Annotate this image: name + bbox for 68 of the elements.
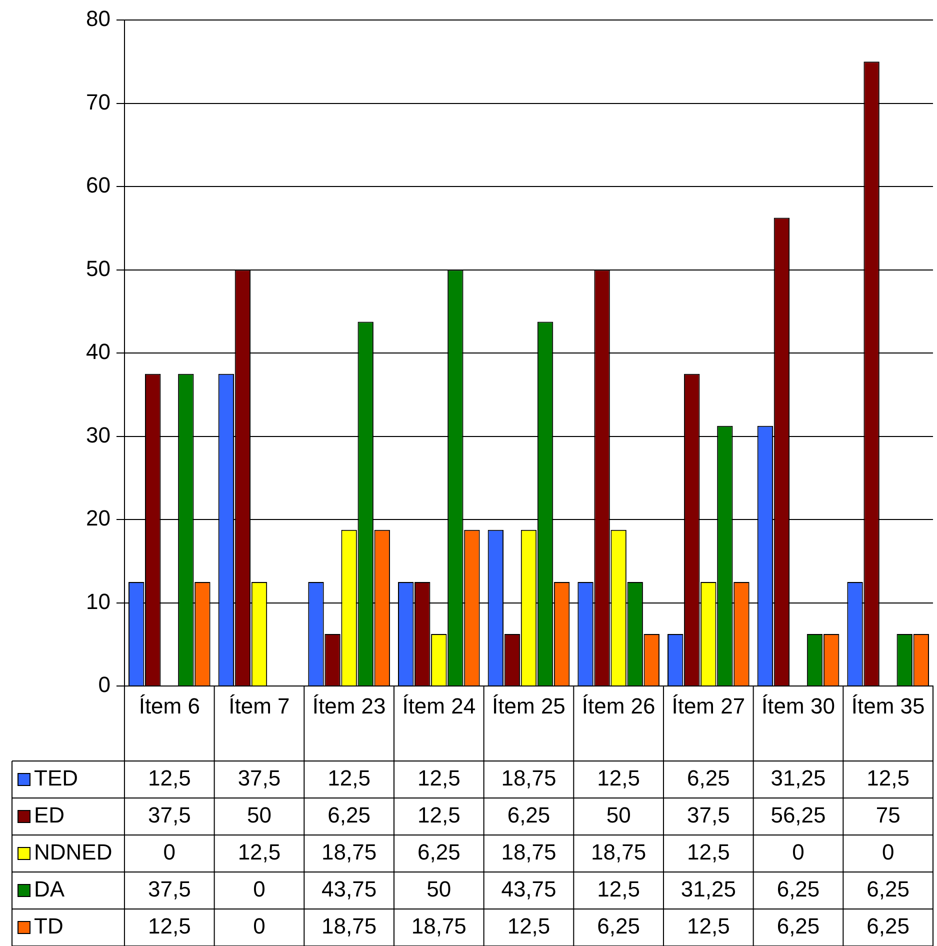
x-tick-label: Ítem 30 (762, 693, 835, 718)
data-label: 6,25 (866, 914, 910, 939)
data-label: 12,5 (148, 766, 191, 791)
y-tick-label: 80 (86, 6, 110, 32)
x-tick-label: Ítem 35 (851, 693, 925, 718)
x-tick-label: Ítem 6 (138, 693, 200, 718)
data-label: 6,25 (776, 914, 820, 939)
y-tick-label: 10 (86, 588, 110, 614)
legend-label: ED (34, 802, 65, 828)
data-label: 0 (163, 840, 176, 865)
data-label: 6,25 (776, 876, 820, 902)
data-label: 12,5 (328, 766, 370, 791)
data-label: 12,5 (866, 766, 910, 791)
x-tick-label: Ítem 26 (582, 693, 656, 718)
data-label: 50 (606, 802, 631, 828)
data-label: 6,25 (507, 802, 550, 828)
data-label: 0 (253, 914, 266, 939)
y-tick-label: 0 (98, 672, 110, 698)
legend-label: TED (34, 766, 78, 791)
x-tick-label: Ítem 27 (672, 693, 746, 718)
x-tick-label: Ítem 7 (228, 693, 290, 718)
data-label: 0 (792, 840, 804, 865)
data-label: 37,5 (148, 802, 191, 828)
data-label: 50 (246, 802, 272, 828)
data-label: 12,5 (238, 840, 281, 865)
data-label: 75 (876, 802, 900, 828)
y-tick-label: 40 (86, 339, 110, 364)
data-label: 6,25 (328, 802, 370, 828)
legend-label: DA (34, 876, 65, 902)
data-label: 43,75 (501, 876, 556, 902)
x-tick-label: Ítem 24 (402, 693, 476, 718)
data-label: 37,5 (238, 766, 281, 791)
y-tick-label: 30 (86, 422, 110, 448)
x-tick-label: Ítem 23 (312, 693, 386, 718)
data-label: 18,75 (411, 914, 466, 939)
data-label: 6,25 (417, 840, 460, 865)
data-label: 12,5 (417, 766, 460, 791)
data-label: 6,25 (686, 766, 730, 791)
data-label: 12,5 (686, 914, 730, 939)
legend-label: NDNED (34, 840, 112, 865)
data-label: 31,25 (680, 876, 736, 902)
y-tick-label: 70 (86, 89, 110, 114)
data-label: 18,75 (322, 914, 377, 939)
data-label: 12,5 (417, 802, 460, 828)
data-label: 43,75 (322, 876, 377, 902)
data-label: 37,5 (148, 876, 191, 902)
data-label: 0 (882, 840, 894, 865)
data-label: 50 (426, 876, 452, 902)
data-label: 12,5 (148, 914, 191, 939)
data-label: 12,5 (686, 840, 730, 865)
data-label: 37,5 (686, 802, 730, 828)
data-label: 56,25 (770, 802, 826, 828)
y-tick-label: 20 (86, 506, 110, 531)
data-label: 6,25 (866, 876, 910, 902)
data-label: 12,5 (597, 766, 640, 791)
data-label: 6,25 (597, 914, 640, 939)
data-label: 18,75 (322, 840, 377, 865)
y-tick-label: 60 (86, 172, 110, 198)
data-label: 12,5 (507, 914, 550, 939)
x-tick-label: Ítem 25 (492, 693, 566, 718)
data-label: 18,75 (501, 766, 556, 791)
legend-label: TD (34, 914, 64, 939)
y-tick-label: 50 (86, 256, 110, 281)
data-label: 18,75 (501, 840, 556, 865)
data-label: 12,5 (597, 876, 640, 902)
data-label: 0 (253, 876, 266, 902)
data-label: 31,25 (770, 766, 826, 791)
data-label: 18,75 (591, 840, 646, 865)
